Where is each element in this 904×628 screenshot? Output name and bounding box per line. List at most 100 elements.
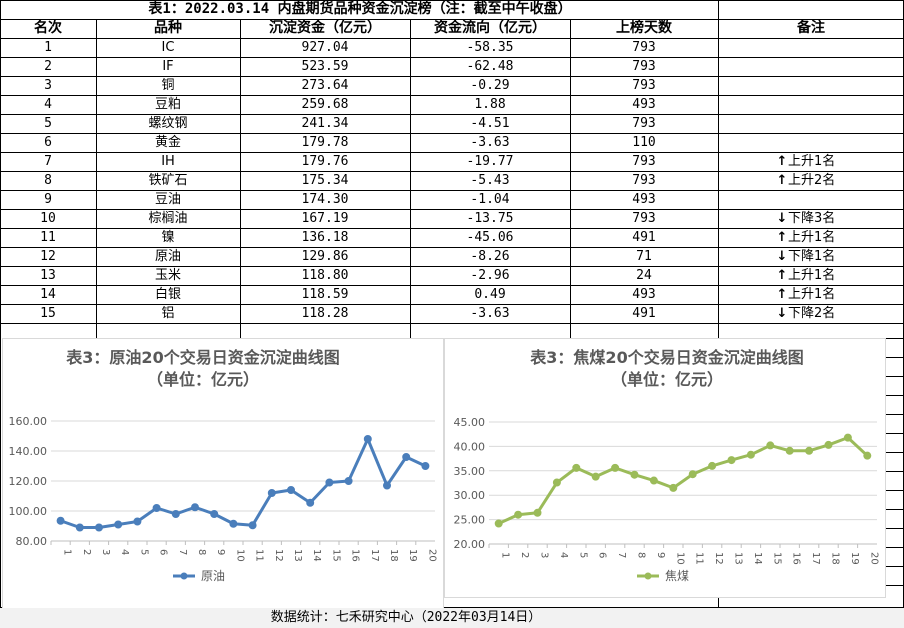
note-cell: ↑上升1名 — [774, 228, 904, 247]
table-row: 15 铝 118.28 -3.63 491 ↓下降2名 — [0, 304, 904, 323]
note-text: 上升1名 — [788, 154, 836, 169]
note-text: 上升1名 — [788, 230, 836, 245]
flow-cell: -0.29 — [470, 78, 510, 93]
data-point — [708, 461, 717, 470]
table-row: 13 玉米 118.80 -2.96 24 ↑上升1名 — [0, 266, 904, 285]
arrow-up-icon: ↑ — [776, 287, 788, 302]
y-tick-label: 20.00 — [454, 538, 486, 551]
x-tick-label: 6 — [597, 552, 608, 558]
data-point — [766, 441, 775, 450]
x-tick-label: 20 — [868, 552, 879, 565]
note-cell: ↑上升1名 — [774, 266, 904, 285]
fund-cell: 136.18 — [301, 230, 349, 245]
flow-cell: -8.26 — [470, 249, 510, 264]
note-text: 上升1名 — [788, 287, 836, 302]
legend-label: 原油 — [201, 569, 225, 583]
name-cell: 玉米 — [154, 268, 181, 283]
note-text: 下降1名 — [788, 249, 836, 264]
chart-subtitle: （单位：亿元） — [611, 370, 723, 389]
note-cell — [774, 38, 904, 57]
days-cell: 493 — [632, 97, 656, 112]
x-tick-label: 2 — [81, 549, 92, 555]
x-tick-label: 3 — [539, 552, 550, 558]
name-cell: 白银 — [154, 287, 181, 302]
data-point — [572, 463, 581, 472]
days-cell: 110 — [632, 135, 656, 150]
rank-cell: 1 — [44, 40, 52, 55]
data-point — [56, 516, 65, 525]
name-cell: IF — [162, 59, 174, 74]
x-tick-label: 2 — [519, 552, 530, 558]
data-point — [494, 519, 503, 528]
x-tick-label: 8 — [636, 552, 647, 558]
note-text: 上升1名 — [788, 268, 836, 283]
days-cell: 71 — [636, 249, 652, 264]
flow-cell: -3.63 — [470, 135, 510, 150]
name-cell: 棕榈油 — [148, 211, 188, 226]
name-cell: IH — [161, 154, 175, 169]
table-row: 1 IC 927.04 -58.35 793 — [0, 38, 904, 57]
data-point — [688, 470, 697, 479]
fund-cell: 927.04 — [301, 40, 349, 55]
note-text: 下降2名 — [788, 306, 836, 321]
x-tick-label: 1 — [62, 549, 73, 555]
footer-bar — [0, 608, 904, 628]
arrow-down-icon: ↓ — [776, 306, 788, 321]
table-row: 6 黄金 179.78 -3.63 110 — [0, 133, 904, 152]
x-tick-label: 11 — [694, 552, 705, 565]
table-row: 12 原油 129.86 -8.26 71 ↓下降1名 — [0, 247, 904, 266]
note-cell: ↑上升1名 — [774, 152, 904, 171]
note-cell — [774, 114, 904, 133]
y-tick-label: 100.00 — [9, 505, 48, 518]
days-cell: 493 — [632, 192, 656, 207]
note-cell: ↑上升1名 — [774, 285, 904, 304]
y-tick-label: 40.00 — [454, 440, 486, 453]
data-point — [785, 446, 794, 455]
data-point — [267, 489, 276, 497]
fund-cell: 175.34 — [301, 173, 349, 188]
arrow-down-icon: ↓ — [776, 211, 788, 226]
rank-cell: 11 — [40, 230, 56, 245]
legend-marker — [180, 572, 188, 580]
note-cell: ↑上升2名 — [774, 171, 904, 190]
rank-cell: 3 — [44, 78, 52, 93]
header-name: 品种 — [154, 20, 182, 36]
x-tick-label: 17 — [369, 549, 380, 562]
days-cell: 491 — [632, 230, 656, 245]
fund-cell: 241.34 — [301, 116, 349, 131]
days-cell: 793 — [632, 78, 656, 93]
note-cell — [774, 57, 904, 76]
y-tick-label: 80.00 — [16, 535, 48, 548]
days-cell: 493 — [632, 287, 656, 302]
chart-crude-oil-svg: 表3：原油20个交易日资金沉淀曲线图 （单位：亿元） 80.00 100.00 120.… — [9, 348, 438, 583]
flow-cell: -13.75 — [466, 211, 514, 226]
days-cell: 793 — [632, 59, 656, 74]
days-cell: 24 — [636, 268, 652, 283]
x-tick-label: 19 — [849, 552, 860, 565]
header-days: 上榜天数 — [616, 20, 672, 36]
x-tick-label: 14 — [752, 552, 763, 565]
table-title: 表1：2022.03.14 内盘期货品种资金沉淀榜（注：截至中午收盘） — [148, 1, 572, 17]
x-tick-label: 15 — [330, 549, 341, 562]
header-rank: 名次 — [34, 20, 62, 36]
note-cell: ↓下降1名 — [774, 247, 904, 266]
data-point — [552, 478, 561, 487]
flow-cell: 0.49 — [474, 287, 506, 302]
data-point — [325, 478, 334, 487]
x-tick-label: 11 — [254, 549, 265, 562]
x-tick-label: 7 — [616, 552, 627, 558]
data-point — [75, 523, 84, 532]
name-cell: 原油 — [154, 249, 181, 264]
fund-cell: 174.30 — [301, 192, 349, 207]
days-cell: 491 — [632, 306, 656, 321]
flow-cell: -1.04 — [470, 192, 510, 207]
x-tick-label: 18 — [830, 552, 841, 565]
rank-cell: 10 — [40, 211, 56, 226]
table-title-row: 表1：2022.03.14 内盘期货品种资金沉淀榜（注：截至中午收盘） — [0, 0, 904, 19]
header-flow: 资金流向（亿元） — [434, 20, 546, 36]
data-point — [133, 517, 142, 526]
table-row: 3 铜 273.64 -0.29 793 — [0, 76, 904, 95]
rank-cell: 4 — [44, 97, 52, 112]
x-tick-label: 10 — [234, 549, 245, 562]
rank-cell: 12 — [40, 249, 56, 264]
